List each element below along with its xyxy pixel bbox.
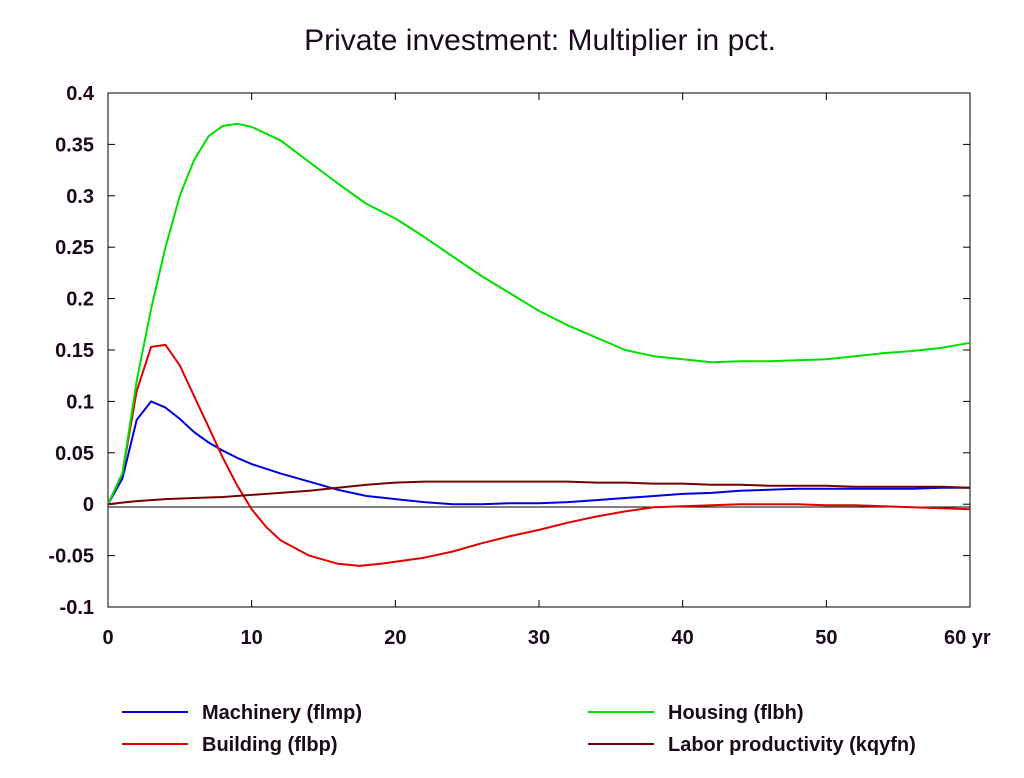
- y-tick-label: 0.3: [66, 186, 94, 208]
- legend-label: Machinery (flmp): [202, 702, 362, 724]
- x-tick-label: 50: [815, 627, 837, 649]
- x-tick-label: 60 yr: [944, 627, 991, 649]
- x-tick-label: 10: [241, 627, 263, 649]
- y-tick-label: 0.05: [55, 443, 94, 465]
- y-tick-label: -0.05: [48, 546, 94, 568]
- x-tick-label: 0: [102, 627, 113, 649]
- series-lines: [107, 122, 971, 567]
- y-tick-label: 0.2: [66, 289, 94, 311]
- y-tick-label: 0.15: [55, 340, 94, 362]
- x-tick-label: 40: [672, 627, 694, 649]
- y-axis: -0.1 -0.05 0 0.05 0.1 0.15 0.2 0.25 0.3 0.35 0.4: [48, 83, 970, 619]
- legend-label: Labor productivity (kqyfn): [668, 734, 916, 756]
- y-tick-label: 0.25: [55, 237, 94, 259]
- legend: Machinery (flmp) Building (flbp) Housing (…: [122, 702, 916, 756]
- y-tick-label: 0: [83, 494, 94, 516]
- y-tick-label: 0.4: [66, 83, 95, 105]
- x-tick-label: 20: [384, 627, 406, 649]
- chart-title: Private investment: Multiplier in pct.: [304, 24, 776, 57]
- y-tick-label: 0.35: [55, 134, 94, 156]
- x-axis: 0 10 20 30 40 50 60 yr: [102, 93, 991, 649]
- y-tick-label: -0.1: [60, 597, 94, 619]
- legend-label: Building (flbp): [202, 734, 338, 756]
- series-line-1: [107, 343, 971, 567]
- series-line-3: [107, 480, 971, 506]
- series-line-2: [107, 122, 971, 505]
- y-tick-label: 0.1: [66, 391, 94, 413]
- series-line-0: [107, 400, 970, 506]
- x-tick-label: 30: [528, 627, 550, 649]
- legend-label: Housing (flbh): [668, 702, 804, 724]
